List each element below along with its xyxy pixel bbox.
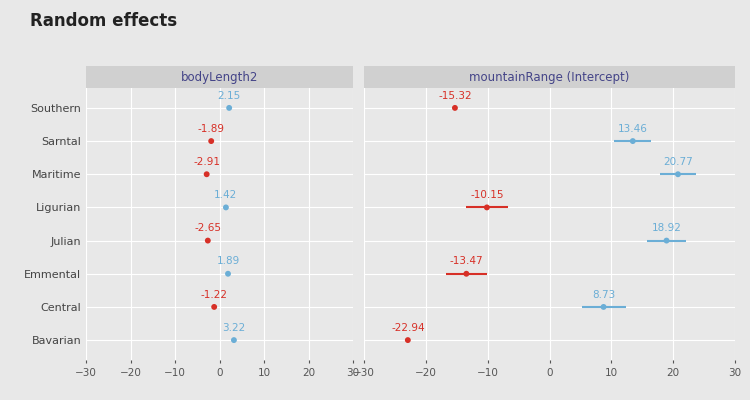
Point [209, 304, 220, 310]
Text: Random effects: Random effects [30, 12, 177, 30]
Text: bodyLength2: bodyLength2 [181, 70, 258, 84]
Point [672, 171, 684, 178]
Text: -10.15: -10.15 [470, 190, 504, 200]
Point [202, 237, 214, 244]
Point [228, 337, 240, 343]
Text: 20.77: 20.77 [663, 157, 693, 167]
Text: -2.91: -2.91 [194, 157, 220, 167]
Point [449, 105, 461, 111]
Text: -22.94: -22.94 [391, 323, 424, 333]
Point [224, 105, 236, 111]
Point [627, 138, 639, 144]
Point [598, 304, 610, 310]
Text: -1.89: -1.89 [198, 124, 225, 134]
Text: -15.32: -15.32 [438, 91, 472, 101]
Text: -13.47: -13.47 [449, 256, 483, 266]
Text: 13.46: 13.46 [618, 124, 648, 134]
Text: mountainRange (Intercept): mountainRange (Intercept) [470, 70, 630, 84]
Text: 3.22: 3.22 [222, 323, 245, 333]
Point [220, 204, 232, 211]
Point [222, 270, 234, 277]
Text: 1.89: 1.89 [217, 256, 240, 266]
Text: -1.22: -1.22 [201, 290, 228, 300]
Text: 18.92: 18.92 [652, 223, 682, 233]
Point [661, 237, 673, 244]
Point [460, 270, 472, 277]
Point [206, 138, 218, 144]
Text: 2.15: 2.15 [217, 91, 241, 101]
Text: -2.65: -2.65 [194, 223, 221, 233]
Point [201, 171, 213, 178]
Text: 1.42: 1.42 [214, 190, 238, 200]
Point [402, 337, 414, 343]
Text: 8.73: 8.73 [592, 290, 615, 300]
Point [481, 204, 493, 211]
